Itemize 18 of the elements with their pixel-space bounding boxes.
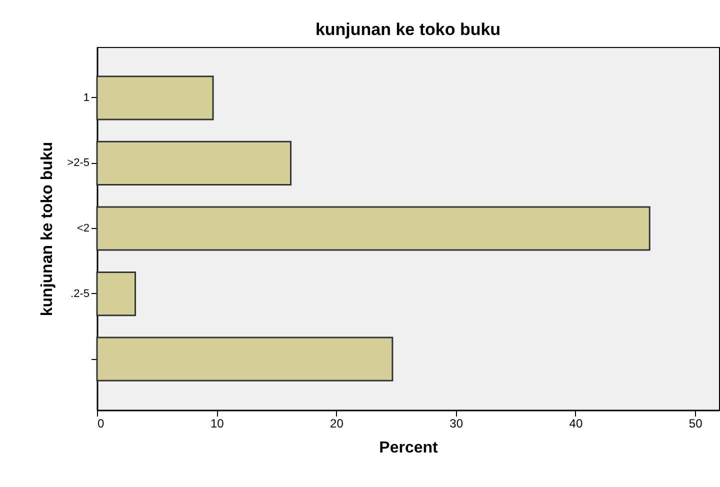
bar [96,271,136,316]
x-tick-label: 10 [210,416,224,430]
x-tick-label: 50 [688,416,703,430]
y-tick-label: <2 [76,222,90,234]
bar [96,336,394,382]
x-tick-label: 20 [330,416,344,430]
x-tick-label: 40 [569,416,583,430]
x-tick-label: 30 [450,416,464,430]
bar [96,206,650,251]
bar [96,140,292,186]
chart-title: kunjunan ke toko buku [315,20,501,39]
y-tick-label: >2-5 [67,157,90,170]
y-tick-label: .2-5 [70,288,90,300]
bar [96,76,214,120]
x-axis-title: Percent [379,440,439,456]
y-axis-title: kunjunan ke toko buku [39,142,56,316]
y-tick-label: 1 [83,92,90,104]
x-tick-label: 0 [98,416,104,430]
